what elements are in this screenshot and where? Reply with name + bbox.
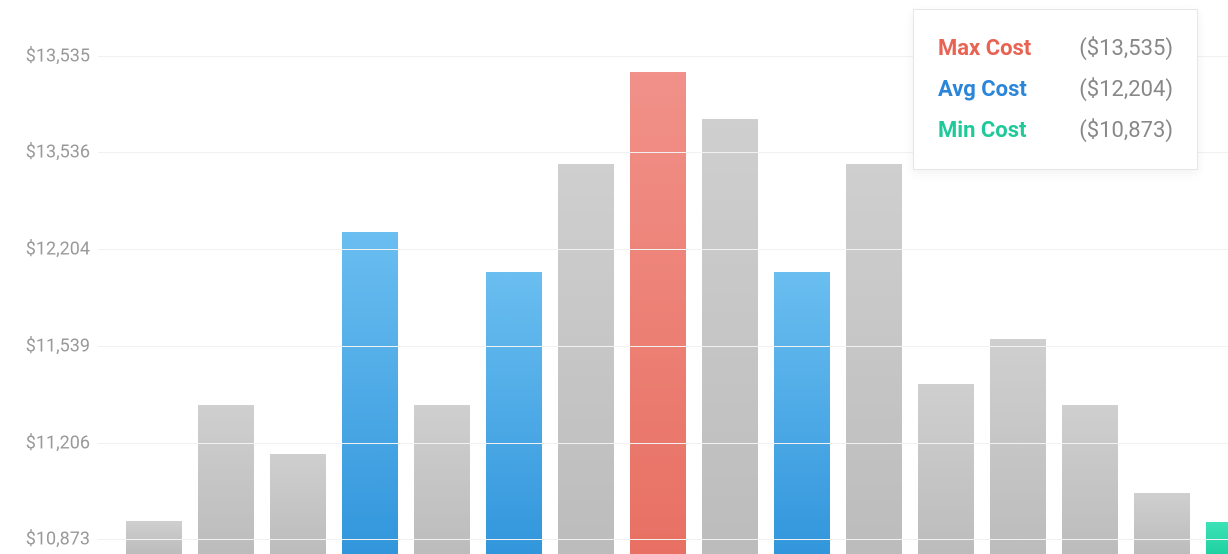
chart-bar bbox=[1134, 493, 1190, 554]
legend-value-min: ($10,873) bbox=[1079, 118, 1173, 143]
chart-bar bbox=[918, 384, 974, 554]
chart-bar bbox=[558, 164, 614, 554]
chart-bar bbox=[198, 405, 254, 554]
chart-bar bbox=[486, 272, 542, 554]
legend-row-avg: Avg Cost ($12,204) bbox=[938, 69, 1173, 110]
chart-bar bbox=[1062, 405, 1118, 554]
gridline bbox=[98, 249, 1228, 250]
legend-value-avg: ($12,204) bbox=[1079, 77, 1173, 102]
legend-label-max: Max Cost bbox=[938, 36, 1031, 61]
chart-bar bbox=[702, 119, 758, 554]
cost-bar-chart: $13,535 $13,536 $12,204 $11,539 $11,206 $10,8… bbox=[0, 0, 1228, 554]
gridline bbox=[98, 443, 1228, 444]
y-axis-label: $13,536 bbox=[0, 142, 90, 163]
chart-bar bbox=[126, 521, 182, 554]
y-axis-label: $11,539 bbox=[0, 336, 90, 357]
legend-row-min: Min Cost ($10,873) bbox=[938, 110, 1173, 151]
chart-bar bbox=[630, 72, 686, 554]
chart-bar bbox=[342, 232, 398, 554]
y-axis-label: $13,535 bbox=[0, 46, 90, 67]
y-axis-label: $11,206 bbox=[0, 433, 90, 454]
legend-row-max: Max Cost ($13,535) bbox=[938, 28, 1173, 69]
chart-bar bbox=[990, 339, 1046, 554]
y-axis-label: $12,204 bbox=[0, 239, 90, 260]
chart-bar bbox=[846, 164, 902, 554]
gridline bbox=[98, 346, 1228, 347]
gridline bbox=[98, 539, 1228, 540]
legend-label-avg: Avg Cost bbox=[938, 77, 1027, 102]
chart-bar bbox=[1206, 522, 1228, 554]
chart-bar bbox=[414, 405, 470, 554]
y-axis-label: $10,873 bbox=[0, 529, 90, 550]
chart-bar bbox=[774, 272, 830, 554]
legend-label-min: Min Cost bbox=[938, 118, 1026, 143]
legend-value-max: ($13,535) bbox=[1079, 36, 1173, 61]
chart-legend: Max Cost ($13,535) Avg Cost ($12,204) Mi… bbox=[913, 9, 1198, 170]
